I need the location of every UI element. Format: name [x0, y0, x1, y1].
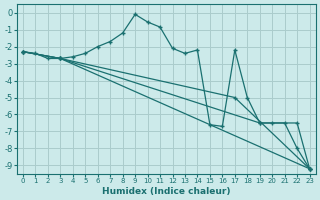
X-axis label: Humidex (Indice chaleur): Humidex (Indice chaleur)	[102, 187, 230, 196]
